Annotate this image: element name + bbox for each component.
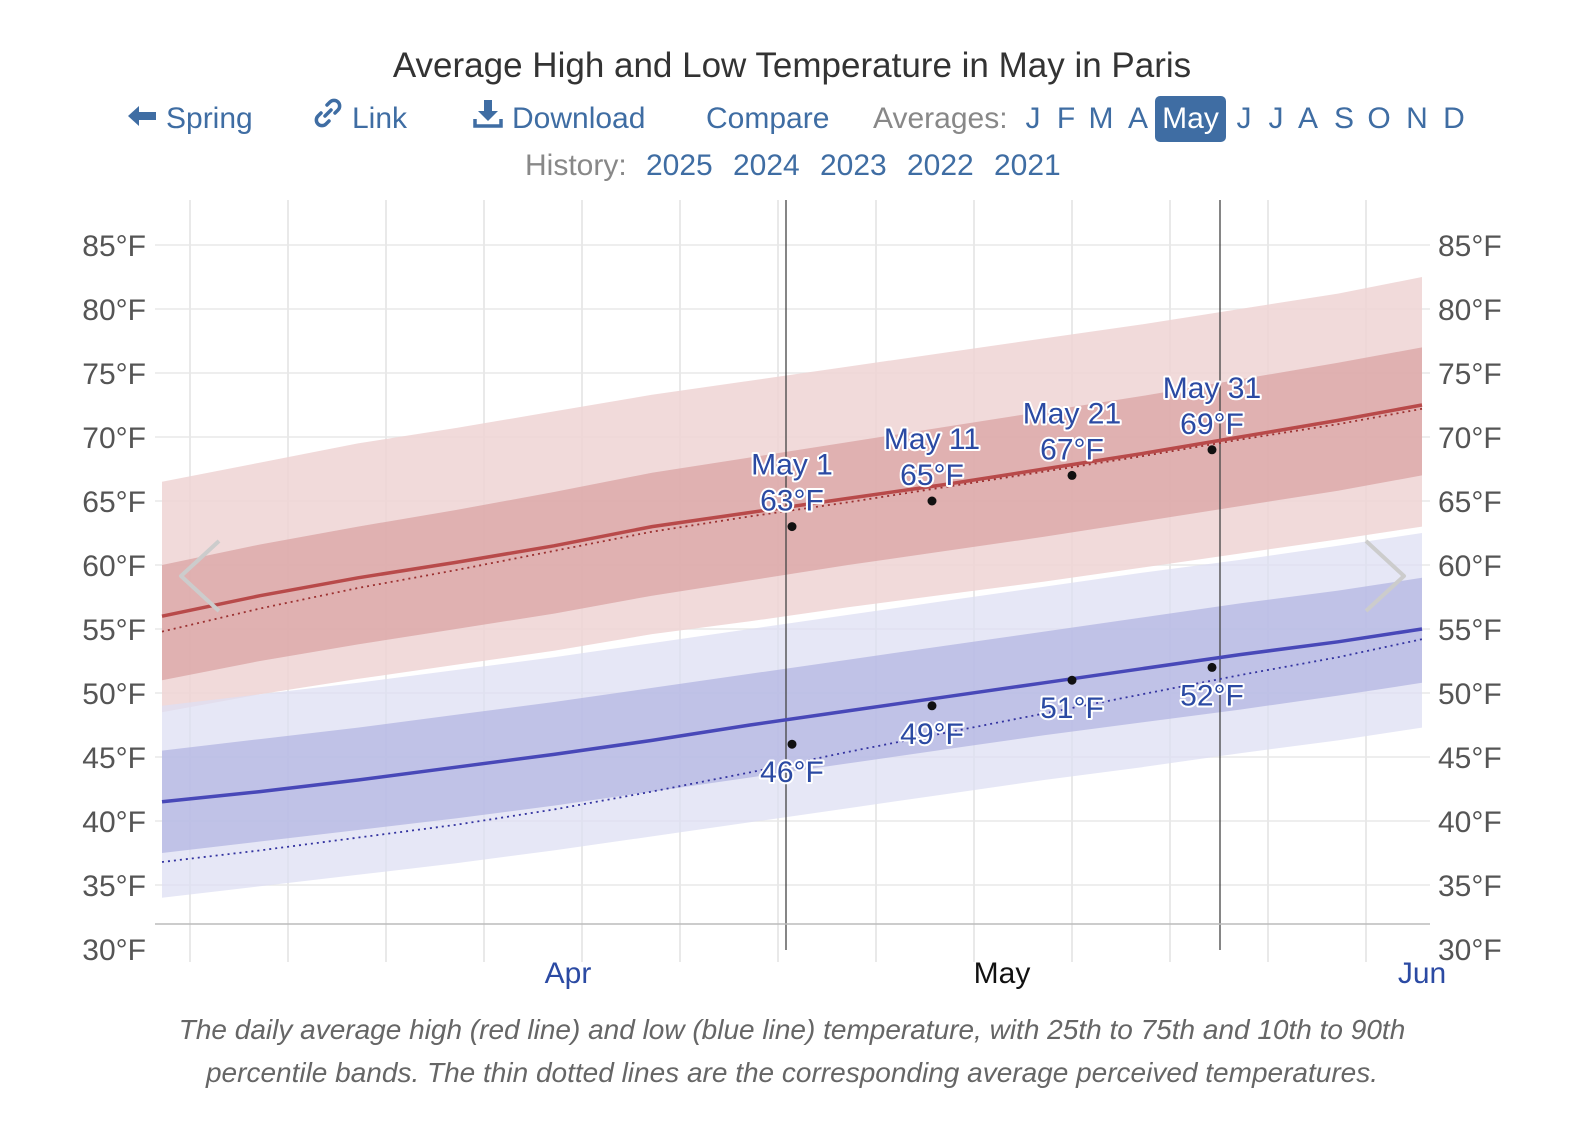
month-11[interactable]: D: [1443, 102, 1465, 135]
month-6[interactable]: J: [1268, 102, 1284, 135]
y-tick-label-right: 65°F: [1438, 486, 1502, 519]
month-4[interactable]: May: [1155, 96, 1226, 142]
y-tick-label-left: 60°F: [82, 550, 146, 583]
month-3[interactable]: A: [1127, 102, 1148, 135]
x-month-label[interactable]: Jun: [1398, 957, 1446, 990]
annotation-low-point: [1207, 662, 1217, 672]
y-tick-label-right: 80°F: [1438, 294, 1502, 327]
y-tick-label-left: 65°F: [82, 486, 146, 519]
chevron-right-icon[interactable]: [1364, 539, 1406, 613]
month-1[interactable]: F: [1056, 102, 1076, 135]
annotation-high-point: [1067, 470, 1077, 480]
link-button[interactable]: Link: [312, 96, 407, 142]
chart-caption: The daily average high (red line) and lo…: [60, 1008, 1524, 1094]
history-year-4[interactable]: 2021: [994, 149, 1061, 182]
download-label: Download: [512, 102, 646, 135]
y-tick-label-left: 45°F: [82, 742, 146, 775]
month-7[interactable]: A: [1297, 102, 1318, 135]
y-tick-label-left: 55°F: [82, 614, 146, 647]
annotation-high-label: 67°F: [1040, 433, 1104, 466]
y-tick-label-right: 70°F: [1438, 422, 1502, 455]
high-band-p25-p75: [162, 347, 1422, 681]
link-icon: [312, 97, 344, 143]
y-tick-label-right: 60°F: [1438, 550, 1502, 583]
annotation-high-point: [927, 496, 937, 506]
history-label: History:: [525, 149, 627, 182]
annotation-date-label: May 21: [1023, 397, 1121, 430]
annotation-high-label: 63°F: [760, 485, 824, 518]
low-band-p25-p75: [162, 577, 1422, 853]
temperature-chart: 30°F 30°F 35°F 35°F 40°F 40°F 45°F 45°F 50°F 50°F…: [82, 200, 1502, 990]
month-10[interactable]: N: [1406, 102, 1428, 135]
annotation-high-point: [787, 522, 797, 532]
annotation-high-label: 65°F: [900, 459, 964, 492]
annotation-low-point: [1067, 675, 1077, 685]
link-label: Link: [352, 102, 408, 135]
annotation-low-point: [787, 739, 797, 749]
annotation-high-point: [1207, 445, 1217, 455]
spring-link[interactable]: Spring: [126, 96, 253, 142]
y-tick-label-right: 40°F: [1438, 806, 1502, 839]
chevron-left-icon[interactable]: [179, 539, 221, 613]
low-line: [161, 627, 1423, 804]
annotation-low-label: 49°F: [900, 718, 964, 751]
y-tick-label-left: 70°F: [82, 422, 146, 455]
x-month-label: May: [974, 957, 1031, 990]
annotation-date-label: May 11: [884, 423, 980, 456]
y-tick-label-right: 30°F: [1438, 934, 1502, 967]
y-tick-label-left: 80°F: [82, 294, 146, 327]
compare-button[interactable]: Compare: [706, 102, 830, 135]
y-tick-label-left: 30°F: [82, 934, 146, 967]
history-year-3[interactable]: 2022: [907, 149, 974, 182]
y-tick-label-left: 50°F: [82, 678, 146, 711]
month-8[interactable]: S: [1333, 102, 1354, 135]
arrow-left-icon: [126, 97, 158, 143]
annotation-low-point: [927, 701, 937, 711]
annotation-low-label: 46°F: [760, 756, 824, 789]
y-tick-label-right: 55°F: [1438, 614, 1502, 647]
y-tick-label-left: 75°F: [82, 358, 146, 391]
y-tick-label-left: 85°F: [82, 230, 146, 263]
chart-title: Average High and Low Temperature in May …: [392, 46, 1192, 85]
y-tick-label-left: 40°F: [82, 806, 146, 839]
download-button[interactable]: Download: [472, 96, 645, 142]
history-year-0[interactable]: 2025: [646, 149, 713, 182]
annotation-low-label: 52°F: [1180, 679, 1244, 712]
x-month-label[interactable]: Apr: [545, 957, 592, 990]
y-tick-label-right: 75°F: [1438, 358, 1502, 391]
toolbar: Spring Link Download Compare Averages: J…: [0, 96, 1584, 142]
y-tick-label-left: 35°F: [82, 870, 146, 903]
download-icon: [472, 97, 504, 143]
averages-label: Averages:: [873, 102, 1008, 135]
history-year-2[interactable]: 2023: [820, 149, 887, 182]
history-year-1[interactable]: 2024: [733, 149, 800, 182]
y-tick-label-right: 50°F: [1438, 678, 1502, 711]
annotation-low-label: 51°F: [1040, 692, 1104, 725]
annotation-date-label: May 31: [1163, 372, 1261, 405]
history-bar: History: 2025 2024 2023 2022 2021: [0, 146, 1584, 186]
high-line: [161, 403, 1423, 618]
caption-line-2: percentile bands. The thin dotted lines …: [205, 1057, 1379, 1088]
month-9[interactable]: O: [1367, 102, 1391, 135]
month-5[interactable]: J: [1236, 102, 1252, 135]
high-feels-line: [161, 407, 1423, 633]
y-tick-label-right: 85°F: [1438, 230, 1502, 263]
month-0[interactable]: J: [1025, 102, 1041, 135]
caption-line-1: The daily average high (red line) and lo…: [178, 1014, 1406, 1045]
spring-label: Spring: [166, 102, 253, 135]
month-2[interactable]: M: [1088, 102, 1114, 135]
y-tick-label-right: 45°F: [1438, 742, 1502, 775]
y-tick-label-right: 35°F: [1438, 870, 1502, 903]
annotation-high-label: 69°F: [1180, 408, 1244, 441]
annotation-date-label: May 1: [751, 449, 833, 482]
